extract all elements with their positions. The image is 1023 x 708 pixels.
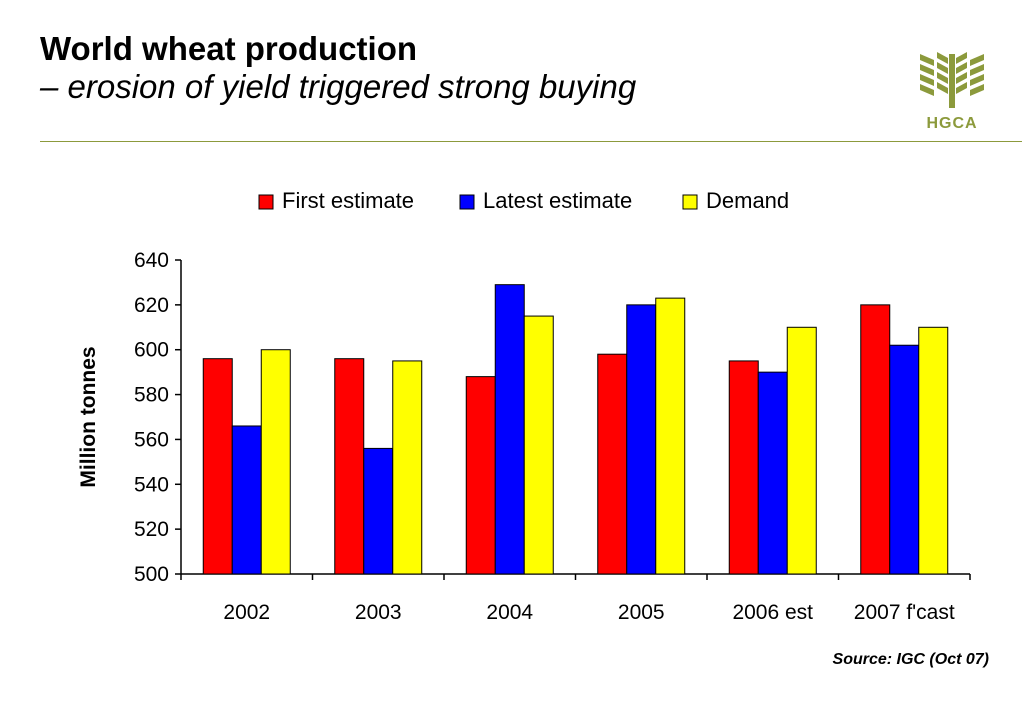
y-tick-label: 500	[134, 563, 169, 586]
legend-swatch	[459, 194, 475, 210]
legend-swatch	[258, 194, 274, 210]
bar	[392, 360, 423, 575]
source-note: Source: IGC (Oct 07)	[832, 651, 989, 668]
y-axis-label: Million tonnes	[77, 346, 100, 487]
page-title: World wheat production	[40, 30, 418, 67]
page-subtitle: – erosion of yield triggered strong buyi…	[40, 68, 637, 105]
y-tick-label: 520	[134, 518, 169, 541]
bar	[728, 360, 759, 575]
y-tick-label: 560	[134, 428, 169, 451]
wheat-sheaf-icon	[920, 52, 984, 108]
x-tick-label: 2005	[618, 601, 665, 624]
bar	[757, 371, 788, 575]
bar	[494, 284, 525, 575]
x-tick-label: 2002	[223, 601, 270, 624]
y-tick-label: 620	[134, 294, 169, 317]
bar	[334, 358, 365, 575]
bar	[889, 344, 920, 575]
legend-label: First estimate	[282, 188, 414, 213]
bar	[626, 304, 657, 575]
title-divider	[40, 141, 1022, 142]
x-tick-label: 2004	[486, 601, 533, 624]
bar	[231, 425, 262, 575]
bar	[465, 376, 496, 575]
y-tick-label: 540	[134, 473, 169, 496]
x-tick-label: 2006 est	[732, 601, 813, 624]
bar	[363, 447, 394, 575]
hgca-logo: HGCA	[912, 48, 992, 136]
bar	[597, 353, 628, 575]
y-tick-label: 600	[134, 339, 169, 362]
bar	[860, 304, 891, 575]
bar-chart: First estimate Latest estimate Demand 500 52…	[77, 188, 971, 624]
bar	[918, 326, 949, 575]
bar	[655, 297, 686, 575]
legend-swatch	[682, 194, 698, 210]
y-tick-label: 580	[134, 384, 169, 407]
legend-label: Latest estimate	[483, 188, 632, 213]
x-tick-label: 2007 f'cast	[854, 601, 955, 624]
bar	[523, 315, 554, 575]
logo-text: HGCA	[926, 115, 978, 132]
bar	[202, 358, 233, 575]
bar	[260, 349, 291, 575]
x-tick-label: 2003	[355, 601, 402, 624]
y-tick-label: 640	[134, 249, 169, 272]
legend-label: Demand	[706, 188, 789, 213]
slide-title: World wheat production – erosion of yiel…	[40, 30, 900, 106]
bar	[786, 326, 817, 575]
